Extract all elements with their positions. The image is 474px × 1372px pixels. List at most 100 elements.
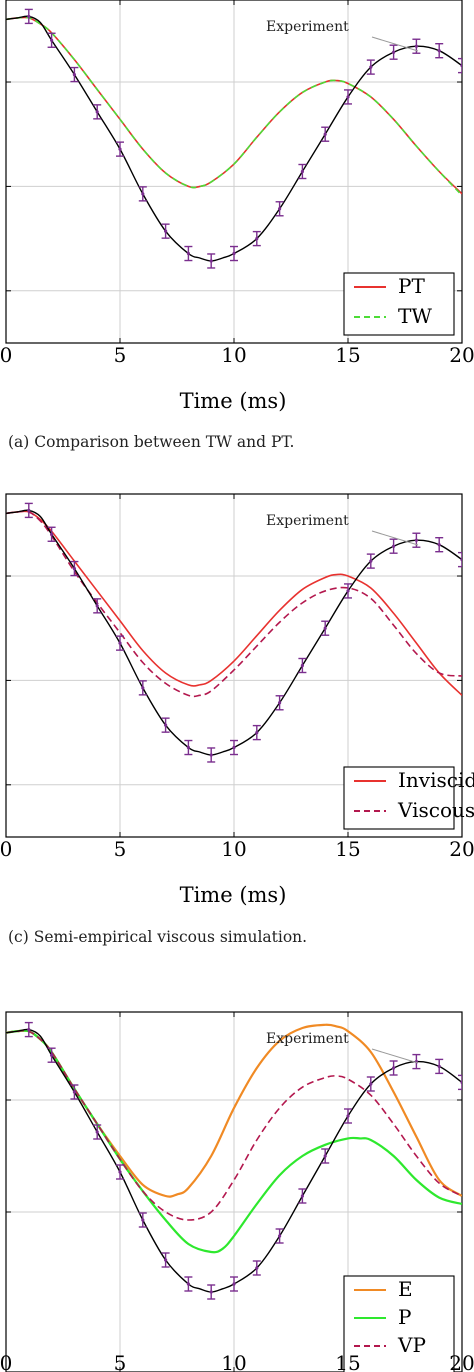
legend-box — [343, 272, 455, 336]
experiment-errorbar — [389, 538, 398, 554]
experiment-errorbar — [321, 620, 330, 636]
experiment-errorbar — [184, 739, 193, 756]
legend-label-vp: VP — [397, 1333, 426, 1357]
experiment-errorbar — [138, 186, 147, 202]
legend-label-p: P — [398, 1305, 411, 1329]
legend-label-e: E — [398, 1277, 413, 1301]
experiment-errorbar — [230, 245, 238, 262]
experiment-errorbar — [184, 1276, 193, 1292]
x-tick-label: 0 — [0, 1351, 12, 1372]
experiment-errorbar — [230, 739, 238, 756]
experiment-errorbar — [458, 1074, 462, 1091]
experiment-errorbar — [138, 680, 147, 696]
experiment-errorbar — [207, 253, 216, 269]
experiment-errorbar — [344, 583, 352, 599]
experiment-errorbar — [24, 1021, 33, 1038]
experiment-errorbar — [366, 59, 375, 75]
experiment-errorbar — [252, 1260, 261, 1276]
figure-caption: (a) Comparison between TW and PT. — [8, 433, 294, 451]
annotation-leader — [371, 530, 419, 546]
x-axis-label: Time (ms) — [180, 883, 287, 907]
x-tick-label: 15 — [335, 1351, 360, 1372]
experiment-errorbar — [116, 1164, 124, 1180]
x-tick-label: 10 — [221, 343, 246, 367]
series-line-viscous — [6, 510, 462, 698]
legend: EP VP — [343, 1275, 455, 1372]
plot-area — [6, 502, 462, 763]
experiment-errorbar — [70, 1084, 79, 1100]
legend-box — [343, 766, 455, 830]
experiment-errorbar — [252, 724, 261, 741]
annotation-experiment: Experiment — [266, 513, 349, 529]
x-tick-label: 20 — [449, 837, 474, 861]
chart-panel-a: Experiment PT TW 0 5 10 15 20 Time (ms) (a) Compa… — [0, 0, 474, 451]
experiment-errorbar — [161, 223, 170, 239]
experiment-errorbar — [93, 1124, 102, 1140]
legend: PT TW — [343, 272, 455, 336]
experiment-errorbar — [435, 1058, 444, 1075]
experiment-errorbar — [298, 657, 307, 674]
annotation-leader — [371, 1048, 419, 1064]
experiment-errorbar — [138, 1212, 147, 1228]
experiment-errorbar — [435, 537, 444, 553]
legend-box — [343, 1275, 455, 1372]
experiment-errorbar — [230, 1276, 238, 1292]
experiment-errorbar — [207, 1284, 216, 1300]
experiment-errorbar — [344, 1108, 352, 1124]
experiment-errorbar — [298, 163, 307, 180]
experiment-errorbar — [389, 1060, 398, 1076]
legend-label-pt: PT — [398, 274, 425, 298]
experiment-errorbar — [275, 1228, 284, 1244]
experiment-errorbar — [161, 1252, 170, 1268]
legend-label-tw: TW — [398, 304, 432, 328]
experiment-errorbar — [366, 1076, 375, 1092]
annotation-leader — [371, 36, 419, 52]
experiment-errorbar — [252, 230, 261, 247]
x-tick-label: 0 — [0, 343, 12, 367]
experiment-errorbar — [344, 89, 352, 105]
experiment-errorbar — [321, 126, 330, 142]
chart-panel-e: Experiment EP VP 0 5 10 15 20 — [0, 1011, 474, 1372]
annotation-experiment: Experiment — [266, 19, 349, 35]
experiment-errorbar — [116, 635, 124, 651]
x-tick-label: 10 — [221, 1351, 246, 1372]
experiment-errorbar — [70, 560, 79, 577]
x-tick-label: 5 — [114, 343, 127, 367]
experiment-errorbar — [184, 245, 193, 262]
experiment-errorbar — [93, 104, 102, 120]
experiment-errorbar — [24, 8, 33, 25]
experiment-errorbar — [458, 57, 462, 74]
x-tick-label: 15 — [335, 343, 360, 367]
experiment-errorbar — [366, 553, 375, 569]
experiment-errorbar — [275, 695, 284, 711]
x-tick-label: 5 — [114, 1351, 127, 1372]
annotation-experiment: Experiment — [266, 1031, 349, 1047]
experiment-errorbar — [207, 747, 216, 763]
experiment-errorbar — [321, 1148, 330, 1164]
legend-label-viscous: Viscous — [397, 798, 474, 822]
experiment-errorbar — [116, 141, 124, 157]
experiment-errorbar — [70, 66, 79, 83]
experiment-errorbar — [458, 551, 462, 568]
experiment-errorbar — [47, 1047, 56, 1063]
experiment-errorbar — [389, 44, 398, 60]
chart-panel-c: Experiment Inviscid Viscous 0 5 10 15 20 Time (m… — [0, 493, 474, 946]
experiment-errorbar — [24, 502, 33, 519]
x-tick-label: 0 — [0, 837, 12, 861]
figure-caption: (c) Semi-empirical viscous simulation. — [8, 928, 307, 946]
x-axis-label: Time (ms) — [180, 389, 287, 413]
experiment-errorbar — [435, 43, 444, 59]
experiment-errorbar — [93, 598, 102, 614]
legend: Inviscid Viscous — [343, 766, 474, 830]
x-tick-label: 15 — [335, 837, 360, 861]
x-tick-label: 10 — [221, 837, 246, 861]
plot-area — [6, 1021, 462, 1300]
legend-label-inviscid: Inviscid — [398, 768, 474, 792]
experiment-errorbar — [275, 201, 284, 217]
x-tick-label: 20 — [449, 343, 474, 367]
x-tick-label: 5 — [114, 837, 127, 861]
plot-area — [6, 8, 462, 269]
experiment-errorbar — [298, 1188, 307, 1204]
experiment-errorbar — [47, 526, 56, 542]
